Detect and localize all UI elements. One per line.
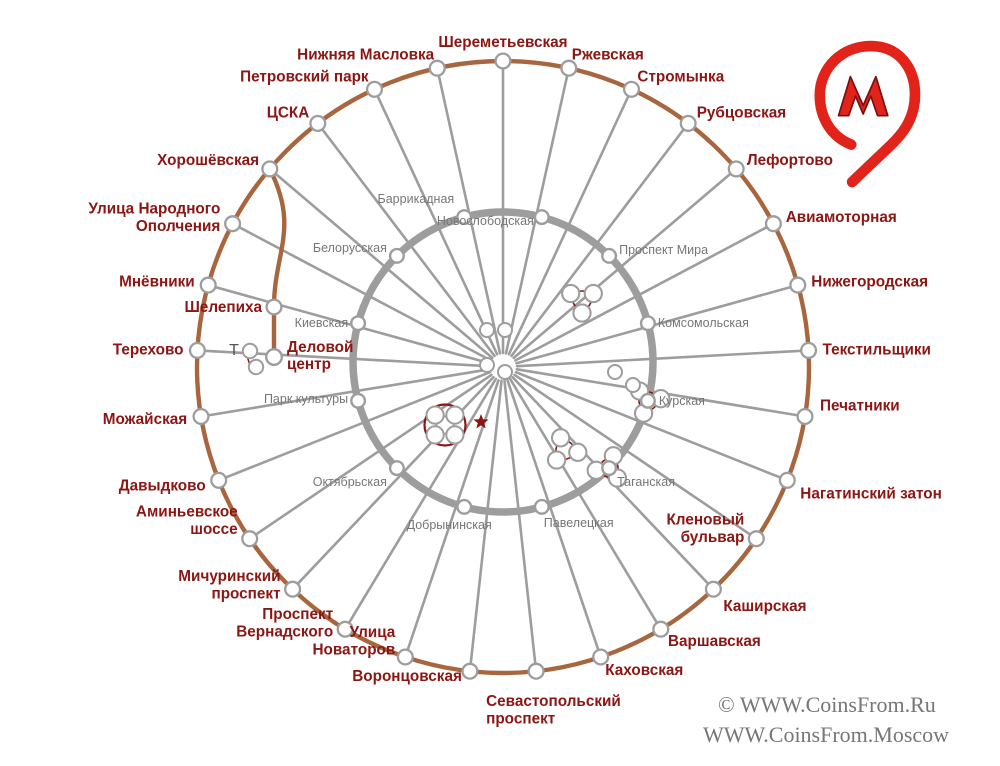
svg-text:Варшавская: Варшавская (668, 633, 761, 650)
svg-text:Хорошёвская: Хорошёвская (157, 152, 259, 169)
svg-text:Баррикадная: Баррикадная (378, 192, 455, 206)
svg-text:Шереметьевская: Шереметьевская (438, 34, 567, 51)
svg-text:T: T (229, 342, 239, 359)
svg-text:Киевская: Киевская (295, 316, 348, 330)
svg-text:ЦСКА: ЦСКА (267, 104, 310, 121)
svg-text:Нижегородская: Нижегородская (811, 273, 928, 290)
svg-text:Можайская: Можайская (103, 411, 187, 428)
svg-text:Каширская: Каширская (723, 598, 806, 615)
svg-text:Текстильщики: Текстильщики (823, 342, 931, 359)
svg-text:Павелецкая: Павелецкая (544, 516, 614, 530)
svg-text:Белорусская: Белорусская (313, 241, 387, 255)
svg-text:Мнёвники: Мнёвники (119, 273, 195, 290)
svg-text:Добрынинская: Добрынинская (407, 518, 492, 532)
svg-text:Каховская: Каховская (605, 662, 683, 679)
svg-text:Комсомольская: Комсомольская (658, 316, 749, 330)
svg-text:Проспект Мира: Проспект Мира (619, 243, 708, 257)
svg-text:Октябрьская: Октябрьская (313, 475, 387, 489)
svg-text:Терехово: Терехово (113, 342, 184, 359)
svg-text:Петровский парк: Петровский парк (240, 69, 369, 86)
svg-text:Ржевская: Ржевская (572, 47, 644, 64)
svg-text:Лефортово: Лефортово (747, 152, 833, 169)
svg-text:Давыдково: Давыдково (119, 477, 206, 494)
svg-text:WWW.CoinsFrom.Moscow: WWW.CoinsFrom.Moscow (703, 722, 949, 747)
svg-text:Шелепиха: Шелепиха (184, 299, 262, 316)
svg-text:Рубцовская: Рубцовская (697, 104, 787, 121)
svg-text:Курская: Курская (659, 394, 705, 408)
svg-text:© WWW.CoinsFrom.Ru: © WWW.CoinsFrom.Ru (718, 692, 936, 717)
svg-text:Стромынка: Стромынка (637, 69, 724, 86)
svg-text:Печатники: Печатники (820, 398, 900, 415)
svg-text:Воронцовская: Воронцовская (352, 668, 462, 685)
svg-text:Таганская: Таганская (617, 475, 675, 489)
svg-text:Нижняя Масловка: Нижняя Масловка (297, 47, 434, 64)
svg-text:Новослободская: Новослободская (437, 214, 534, 228)
svg-text:Нагатинский затон: Нагатинский затон (800, 485, 942, 502)
svg-text:Авиамоторная: Авиамоторная (786, 209, 897, 226)
svg-text:Парк культуры: Парк культуры (264, 392, 348, 406)
